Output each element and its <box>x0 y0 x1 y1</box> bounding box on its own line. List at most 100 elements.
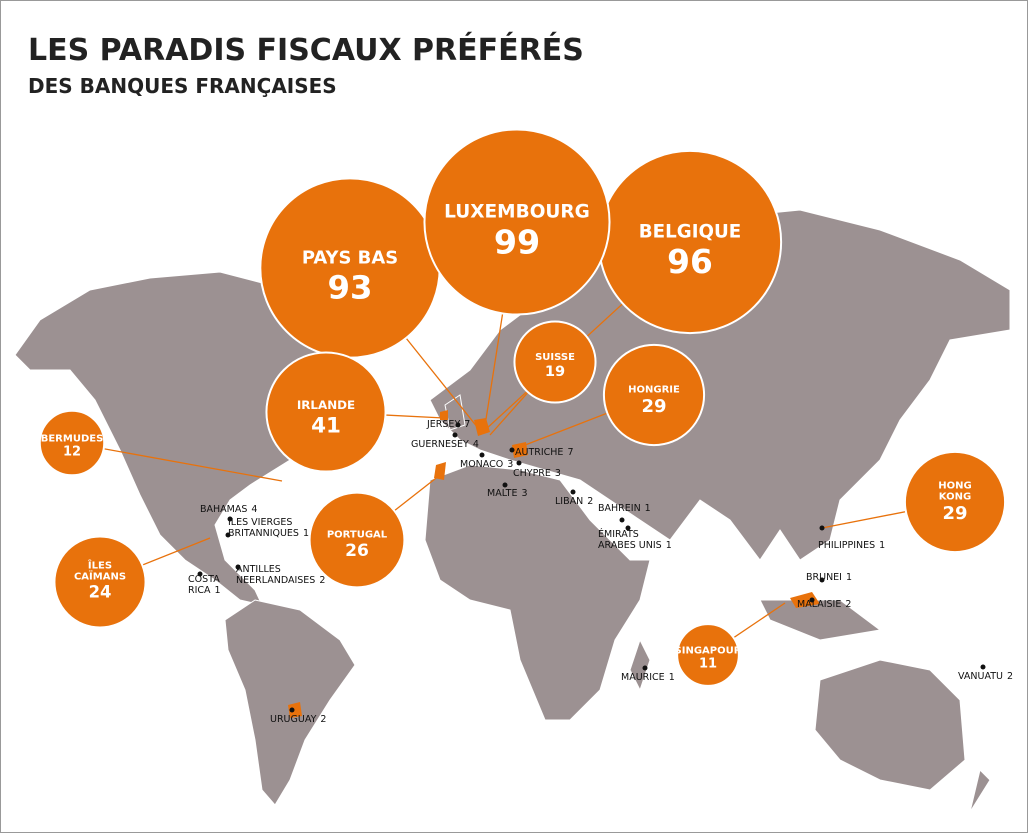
place-value: 3 <box>522 488 528 499</box>
place-label: COSTA RICA 1 <box>188 574 221 596</box>
place-dot <box>642 665 648 671</box>
place-value: 3 <box>555 468 561 479</box>
place-value: 1 <box>215 585 221 596</box>
place-name: MALAISIE <box>797 599 841 610</box>
place-label: VANUATU 2 <box>958 671 1013 682</box>
world-map <box>14 209 1011 813</box>
place-name: ANTILLES <box>236 564 281 575</box>
place-dot <box>819 525 825 531</box>
place-name: AUTRICHE <box>515 447 563 458</box>
place-label: GUERNESEY 4 <box>411 439 479 450</box>
place-value: 2 <box>1007 671 1013 682</box>
bubble-label: SINGAPOUR <box>675 645 742 656</box>
place-name: COSTA <box>188 574 220 585</box>
place-value: 1 <box>669 672 675 683</box>
place-value: 1 <box>846 572 852 583</box>
bubble <box>602 343 706 447</box>
bubble-label: BERMUDES <box>41 433 104 444</box>
place-name: URUGUAY <box>270 714 317 725</box>
place-label: BRUNEI 1 <box>806 572 852 583</box>
place-label: ANTILLES NEERLANDAISES 2 <box>236 564 325 586</box>
bubbles: PAYS BAS93BELGIQUE96LUXEMBOURG99IRLANDE4… <box>38 128 1007 687</box>
place-name: ILES VIERGES <box>228 517 292 528</box>
bubble <box>903 450 1007 554</box>
place-value: 7 <box>567 447 573 458</box>
place-dot <box>452 432 458 438</box>
bubble <box>676 623 740 687</box>
bubble-label: BELGIQUE <box>639 221 741 242</box>
bubble-label: HONG <box>938 480 971 491</box>
bubble-label: PORTUGAL <box>327 530 388 541</box>
place-value: 1 <box>645 503 651 514</box>
bubble-value: 93 <box>328 269 373 307</box>
bubble <box>53 535 147 629</box>
place-name: PHILIPPINES <box>818 540 875 551</box>
place-name: MALTE <box>487 488 518 499</box>
place-label: MONACO 3 <box>460 459 513 470</box>
place-name: VANUATU <box>958 671 1003 682</box>
bubble-value: 19 <box>545 363 565 380</box>
place-dot <box>502 482 508 488</box>
place-label: ILES VIERGES BRITANNIQUES 1 <box>228 517 309 539</box>
bubble-label: KONG <box>939 491 971 502</box>
bubble-value: 29 <box>942 503 967 524</box>
bubble-label: PAYS BAS <box>302 248 398 269</box>
place-name: CHYPRE <box>513 468 551 479</box>
place-value: 2 <box>587 496 593 507</box>
place-name: BRUNEI <box>806 572 842 583</box>
place-name: MAURICE <box>621 672 665 683</box>
bubble-label: SUISSE <box>535 352 575 363</box>
bubble-value: 24 <box>89 583 112 602</box>
place-value: 1 <box>879 540 885 551</box>
place-label: AUTRICHE 7 <box>515 447 573 458</box>
place-value: 1 <box>666 540 672 551</box>
place-dot <box>509 447 515 453</box>
place-dot <box>197 571 203 577</box>
place-value: 2 <box>320 714 326 725</box>
place-dot <box>809 597 815 603</box>
place-name: ARABES UNIS <box>598 540 662 551</box>
place-name: BAHREIN <box>598 503 641 514</box>
place-label: CHYPRE 3 <box>513 468 561 479</box>
bubble <box>265 351 387 473</box>
place-label: JERSEY 7 <box>426 419 470 430</box>
bubble-label: HONGRIE <box>628 384 680 395</box>
leader-line <box>71 442 283 482</box>
place-value: 3 <box>507 459 513 470</box>
place-name: BAHAMAS <box>200 504 247 515</box>
place-label: URUGUAY 2 <box>270 714 326 725</box>
place-label: ÉMIRATS ARABES UNIS 1 <box>598 528 672 551</box>
place-label: BAHAMAS 4 <box>200 504 257 515</box>
bubble-label: CAÏMANS <box>74 569 126 583</box>
place-name: JERSEY <box>426 419 460 430</box>
place-dot <box>455 422 461 428</box>
place-label: LIBAN 2 <box>555 496 593 507</box>
place-value: 1 <box>303 528 309 539</box>
place-label: MALAISIE 2 <box>797 599 851 610</box>
place-label: BAHREIN 1 <box>598 503 651 514</box>
subtitle: DES BANQUES FRANÇAISES <box>28 74 337 98</box>
bubble <box>423 128 611 316</box>
place-dot <box>479 452 485 458</box>
bubble-value: 26 <box>345 541 369 561</box>
bubble-label: LUXEMBOURG <box>444 201 590 222</box>
bubble <box>38 409 106 477</box>
bubble <box>513 320 597 404</box>
place-name: LIBAN <box>555 496 583 507</box>
bubble-value: 96 <box>667 243 713 281</box>
place-value: 4 <box>473 439 479 450</box>
place-dot <box>516 460 522 466</box>
place-dot <box>225 532 231 538</box>
place-dot <box>980 664 986 670</box>
bubble-label: IRLANDE <box>297 398 355 412</box>
place-name: MONACO <box>460 459 503 470</box>
place-dot <box>235 564 241 570</box>
place-value: 7 <box>464 419 470 430</box>
place-dot <box>570 489 576 495</box>
place-label: MALTE 3 <box>487 488 528 499</box>
place-dot <box>819 577 825 583</box>
place-value: 2 <box>845 599 851 610</box>
title: LES PARADIS FISCAUX PRÉFÉRÉS <box>28 32 584 68</box>
